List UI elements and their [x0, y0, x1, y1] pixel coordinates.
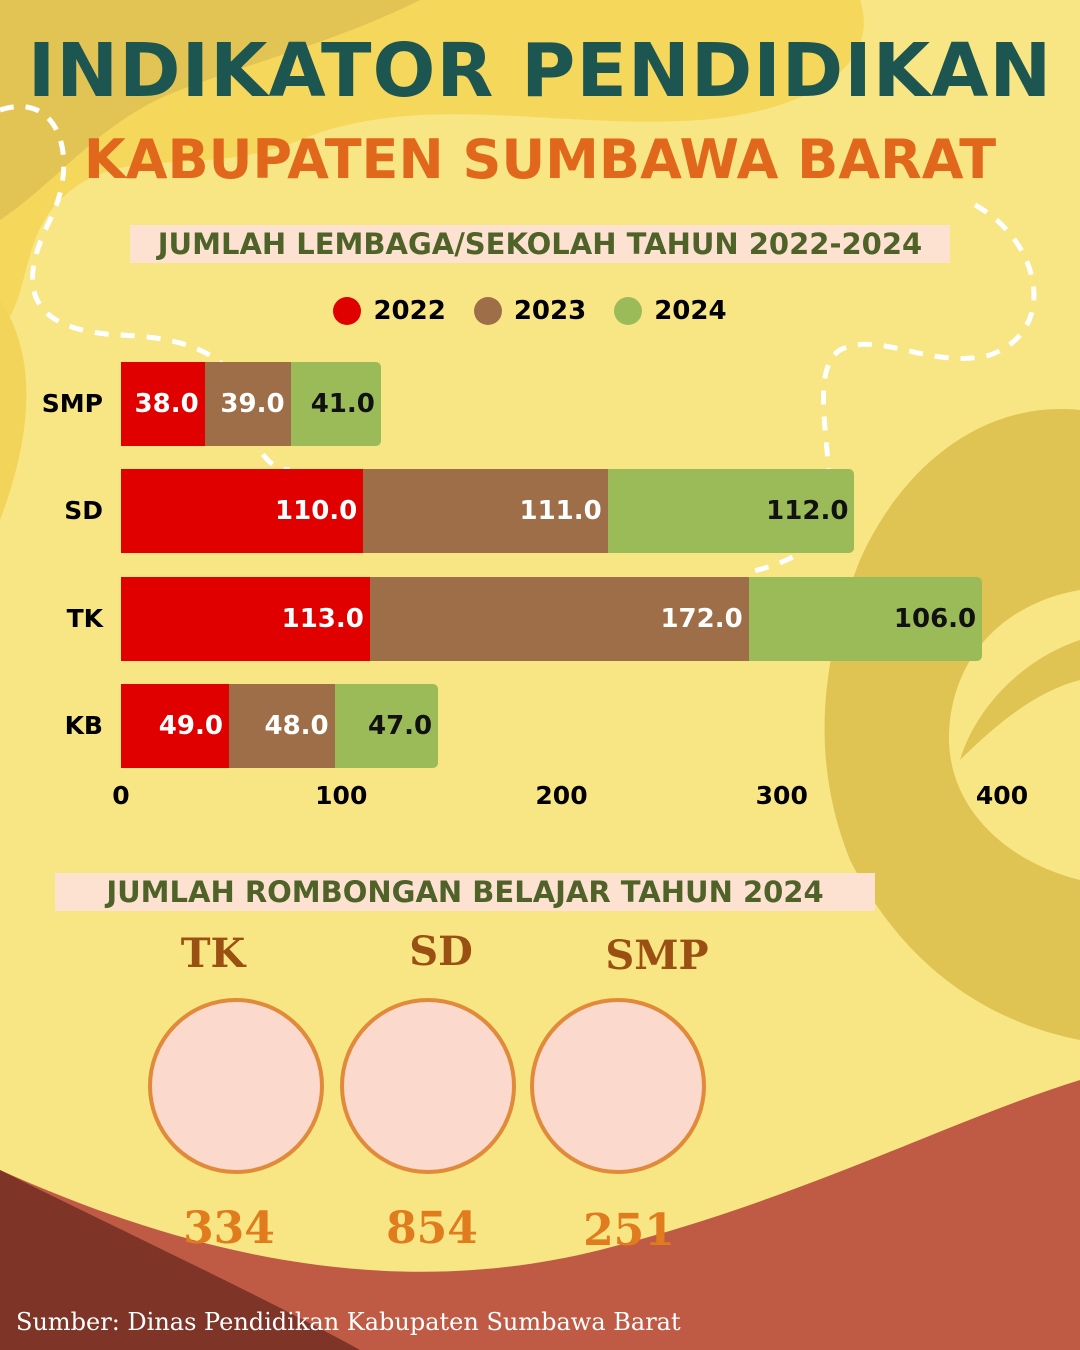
value-tk: 334: [183, 1203, 275, 1254]
group-label-tk: TK: [180, 930, 246, 977]
legend-label: 2024: [654, 296, 727, 326]
page-title: INDIKATOR PENDIDIKAN: [27, 28, 1053, 114]
category-label: SD: [64, 496, 103, 525]
legend-label: 2023: [513, 296, 587, 326]
tk-children-illustration: [148, 998, 324, 1174]
data-label: 48.0: [264, 711, 329, 741]
stacked-bar-chart: SMP 38.0 39.0 41.0 SD 110.0 111.0 112.0 TK 113.0 1…: [41, 362, 1029, 810]
data-label: 106.0: [893, 604, 977, 634]
bar-smp-2023: 39.0: [204, 362, 291, 446]
legend-item-2023: 2023: [473, 296, 587, 326]
legend-swatch: [614, 297, 643, 325]
data-label: 47.0: [368, 711, 433, 741]
bar-tk-2024: 106.0: [748, 577, 983, 661]
value-sd: 854: [386, 1203, 478, 1254]
bar-smp-2024: 41.0: [290, 362, 381, 446]
x-tick-label: 200: [535, 781, 588, 810]
data-label: 112.0: [766, 496, 849, 526]
bar-kb-2022: 49.0: [121, 684, 229, 768]
legend-label: 2022: [373, 296, 446, 326]
data-label: 172.0: [660, 604, 743, 634]
legend-item-2022: 2022: [333, 296, 446, 326]
group-label-sd: SD: [409, 928, 473, 975]
data-label: 38.0: [134, 389, 199, 419]
sd-children-illustration: [340, 998, 516, 1174]
page-subtitle: KABUPATEN SUMBAWA BARAT: [83, 128, 997, 191]
bar-tk-2023: 172.0: [369, 577, 749, 661]
bar-smp-2022: 38.0: [121, 362, 205, 446]
bar-kb-2023: 48.0: [228, 684, 335, 768]
data-label: 113.0: [281, 604, 364, 634]
smp-students-illustration: [530, 998, 706, 1174]
value-smp: 251: [583, 1205, 675, 1256]
category-label: KB: [64, 711, 103, 740]
x-tick-label: 400: [975, 781, 1029, 810]
group-label-smp: SMP: [605, 932, 709, 979]
source-note: Sumber: Dinas Pendidikan Kabupaten Sumba…: [16, 1308, 681, 1336]
chart-legend: 2022 2023 2024: [0, 296, 1080, 326]
data-label: 49.0: [158, 711, 223, 741]
legend-item-2024: 2024: [614, 296, 727, 326]
category-label: TK: [66, 604, 103, 633]
bar-sd-2022: 110.0: [121, 469, 364, 553]
x-tick-label: 0: [112, 781, 130, 810]
legend-swatch: [333, 297, 362, 325]
bar-sd-2023: 111.0: [363, 469, 608, 553]
data-label: 110.0: [275, 496, 358, 526]
section-title-study-groups: JUMLAH ROMBONGAN BELAJAR TAHUN 2024: [55, 873, 875, 911]
x-tick-label: 100: [315, 781, 368, 810]
data-label: 39.0: [220, 389, 285, 419]
bar-tk-2022: 113.0: [121, 577, 370, 661]
section-title-institutions: JUMLAH LEMBAGA/SEKOLAH TAHUN 2022-2024: [130, 225, 950, 263]
category-label: SMP: [41, 389, 103, 418]
bar-kb-2024: 47.0: [334, 684, 439, 768]
x-tick-label: 300: [755, 781, 808, 810]
legend-swatch: [473, 297, 502, 325]
bar-sd-2024: 112.0: [607, 469, 855, 553]
data-label: 41.0: [310, 389, 375, 419]
data-label: 111.0: [519, 496, 602, 526]
